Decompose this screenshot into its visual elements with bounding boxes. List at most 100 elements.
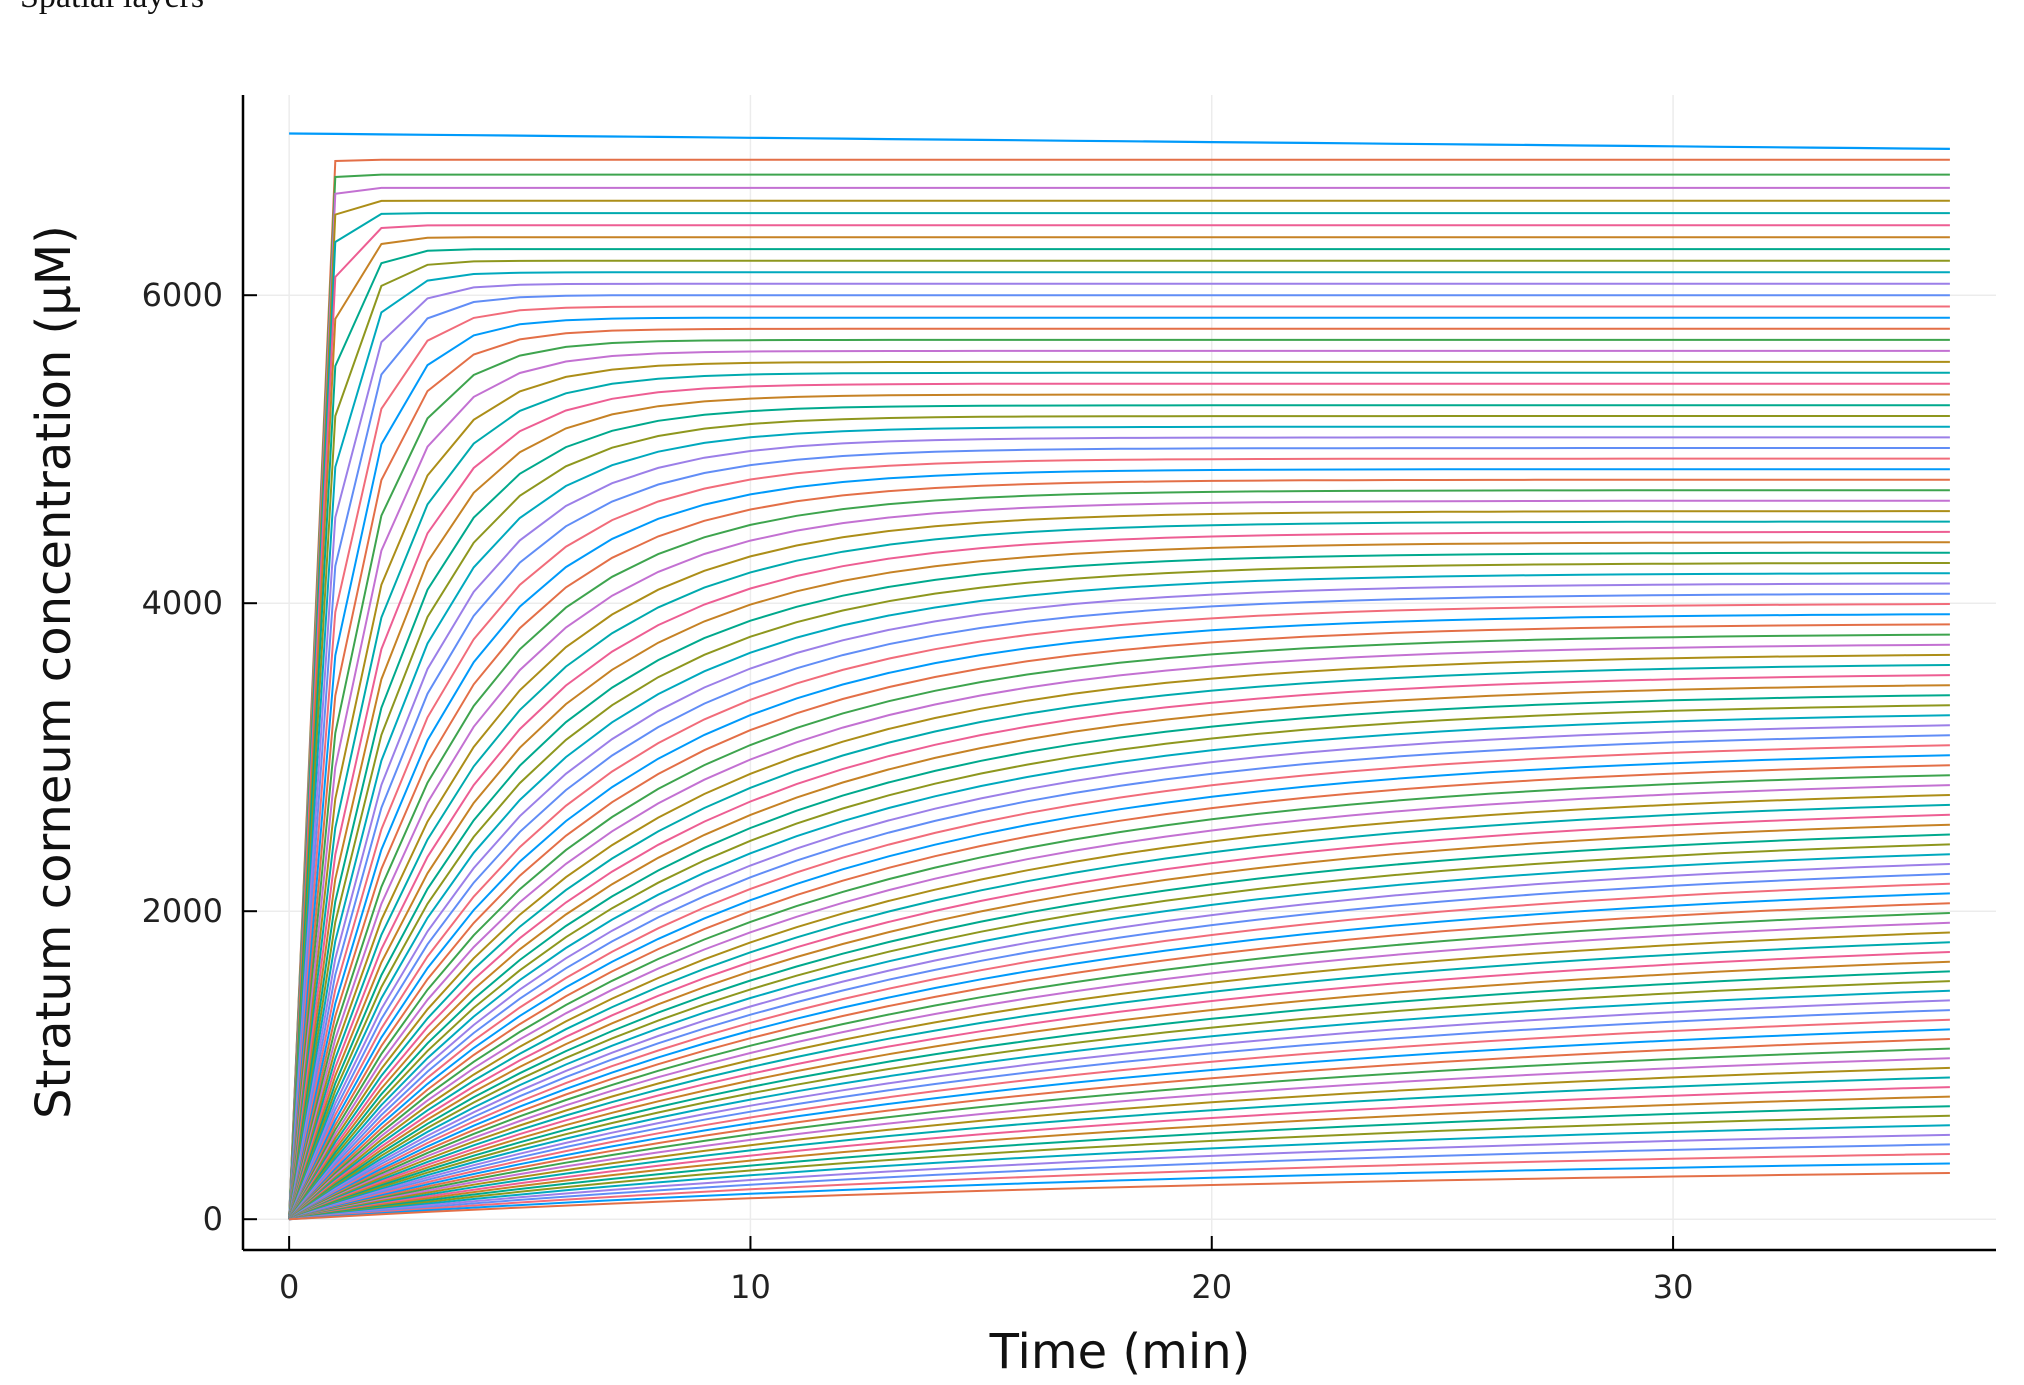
series-line (288, 633, 1950, 1220)
series-line (288, 863, 1950, 1221)
x-tick-label: 20 (1191, 1268, 1232, 1306)
series-line (288, 551, 1950, 1220)
x-tick-label: 10 (730, 1268, 771, 1306)
series-line (288, 271, 1950, 1220)
series-line (288, 1066, 1950, 1221)
series-line (288, 259, 1950, 1220)
series-line (288, 478, 1950, 1220)
series-line (288, 360, 1950, 1220)
axes (241, 95, 1996, 1252)
series-line (288, 784, 1950, 1220)
series-line (288, 248, 1950, 1220)
series-line (288, 643, 1950, 1220)
series-line (288, 1047, 1950, 1221)
series-line (288, 833, 1950, 1220)
series-line (288, 941, 1950, 1221)
series-group (288, 132, 1950, 1221)
series-line (288, 734, 1950, 1220)
x-axis-title: Time (min) (989, 1324, 1251, 1380)
series-line (288, 499, 1950, 1220)
series-line (288, 980, 1950, 1221)
series-line (288, 393, 1950, 1220)
series-line (288, 892, 1950, 1221)
series-line (288, 1086, 1950, 1221)
grid-lines (243, 95, 1996, 1250)
series-line (288, 316, 1950, 1220)
series-line (288, 931, 1950, 1221)
series-line (288, 902, 1950, 1221)
series-line (288, 1095, 1950, 1221)
series-line (288, 592, 1950, 1220)
series-line (288, 603, 1950, 1220)
series-line (288, 794, 1950, 1220)
series-line (288, 1114, 1950, 1221)
series-line (288, 1028, 1950, 1221)
series-line (288, 582, 1950, 1220)
y-tick-label: 6000 (142, 276, 223, 314)
series-line (288, 989, 1950, 1221)
series-line (288, 872, 1950, 1221)
series-line (288, 338, 1950, 1220)
series-line (288, 1133, 1950, 1221)
series-line (288, 530, 1950, 1220)
series-line (288, 912, 1950, 1221)
series-line (288, 803, 1950, 1220)
series-line (288, 1124, 1950, 1221)
series-line (288, 843, 1950, 1221)
series-line (288, 447, 1950, 1220)
ticks: 0 10 20 30 0 2000 4000 6000 (142, 276, 1694, 1306)
y-axis-title: Stratum corneum concentration (μM) (26, 225, 82, 1119)
series-line (288, 199, 1950, 1220)
figure-caption: Spatial layers (20, 0, 204, 16)
series-line (288, 562, 1950, 1220)
series-line (288, 724, 1950, 1220)
series-line (289, 1162, 1950, 1221)
series-line (289, 1153, 1950, 1221)
series-line (288, 764, 1950, 1220)
series-line (288, 714, 1950, 1220)
series-line (288, 572, 1950, 1220)
x-tick-label: 0 (279, 1268, 299, 1306)
series-line (288, 774, 1950, 1220)
series-line (288, 457, 1950, 1220)
series-line (288, 382, 1950, 1220)
y-tick-label: 4000 (142, 584, 223, 622)
series-line (289, 1143, 1950, 1221)
series-line (288, 921, 1950, 1221)
series-line (288, 694, 1950, 1220)
series-line (288, 653, 1950, 1220)
series-line (288, 371, 1950, 1220)
series-line (288, 510, 1950, 1220)
series-line (288, 158, 1950, 1220)
series-line (288, 541, 1950, 1220)
series-line (288, 623, 1950, 1220)
series-line (288, 674, 1950, 1220)
series-line (289, 1172, 1950, 1221)
series-line (288, 744, 1950, 1220)
series-line (288, 224, 1950, 1220)
series-line (288, 951, 1950, 1221)
series-line (288, 415, 1950, 1220)
series-line (288, 1076, 1950, 1221)
series-line (288, 960, 1950, 1221)
series-line (288, 349, 1950, 1220)
series-line (288, 327, 1950, 1220)
series-line (288, 436, 1950, 1220)
series-line (288, 613, 1950, 1220)
series-line (288, 813, 1950, 1220)
series-line (288, 212, 1950, 1220)
series-line (289, 132, 1950, 150)
series-line (288, 1057, 1950, 1221)
series-line (288, 999, 1950, 1221)
series-line (288, 1009, 1950, 1221)
series-line (288, 294, 1950, 1220)
series-line (288, 404, 1950, 1220)
series-line (288, 823, 1950, 1220)
x-tick-label: 30 (1653, 1268, 1694, 1306)
series-line (288, 425, 1950, 1220)
series-line (288, 853, 1950, 1221)
series-line (288, 305, 1950, 1220)
series-line (288, 684, 1950, 1220)
series-line (288, 520, 1950, 1220)
